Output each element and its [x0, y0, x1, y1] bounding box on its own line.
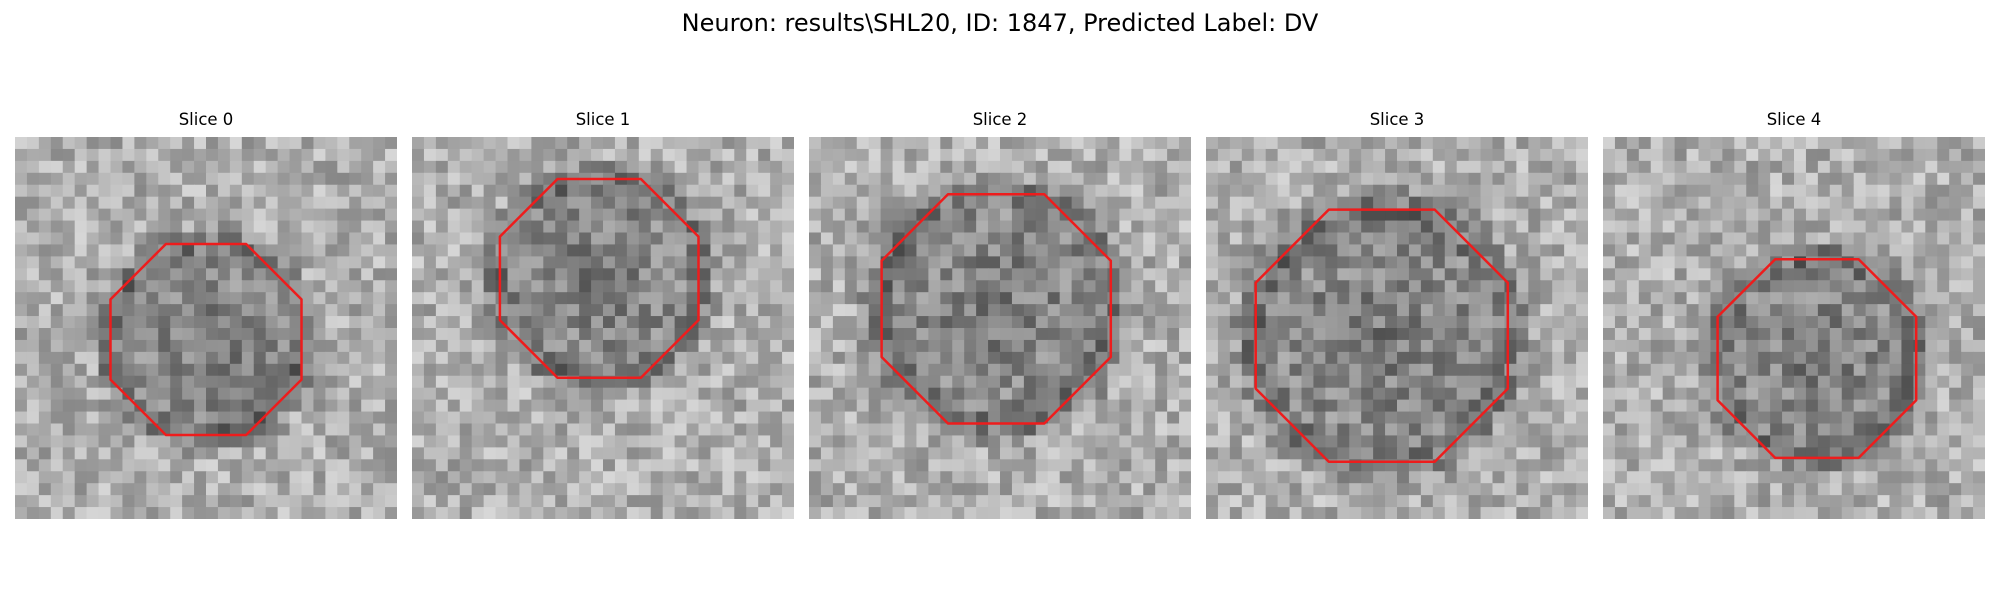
slice-title: Slice 3	[1369, 110, 1425, 129]
slice-panel-4: Slice 4	[1603, 110, 1985, 519]
pixel-grid	[412, 137, 794, 519]
slice-title: Slice 2	[972, 110, 1028, 129]
slice-title: Slice 1	[575, 110, 631, 129]
slice-panel-3: Slice 3	[1206, 110, 1588, 519]
slice-panel-0: Slice 0	[15, 110, 397, 519]
microscopy-slice-image	[809, 137, 1191, 519]
slice-panel-2: Slice 2	[809, 110, 1191, 519]
pixel-grid	[809, 137, 1191, 519]
segmentation-contour	[498, 177, 700, 379]
slice-title: Slice 0	[178, 110, 234, 129]
slice-title: Slice 4	[1766, 110, 1822, 129]
pixel-grid	[1603, 137, 1985, 519]
figure-title: Neuron: results\SHL20, ID: 1847, Predict…	[681, 9, 1319, 37]
microscopy-slice-image	[412, 137, 794, 519]
segmentation-contour	[1716, 257, 1918, 460]
slice-panel-1: Slice 1	[412, 110, 794, 519]
segmentation-contour	[109, 242, 303, 437]
segmentation-contour	[880, 193, 1113, 425]
microscopy-slice-image	[1206, 137, 1588, 519]
pixel-grid	[1206, 137, 1588, 519]
microscopy-slice-image	[15, 137, 397, 519]
microscopy-slice-image	[1603, 137, 1985, 519]
pixel-grid	[15, 137, 397, 519]
segmentation-contour	[1254, 208, 1510, 463]
